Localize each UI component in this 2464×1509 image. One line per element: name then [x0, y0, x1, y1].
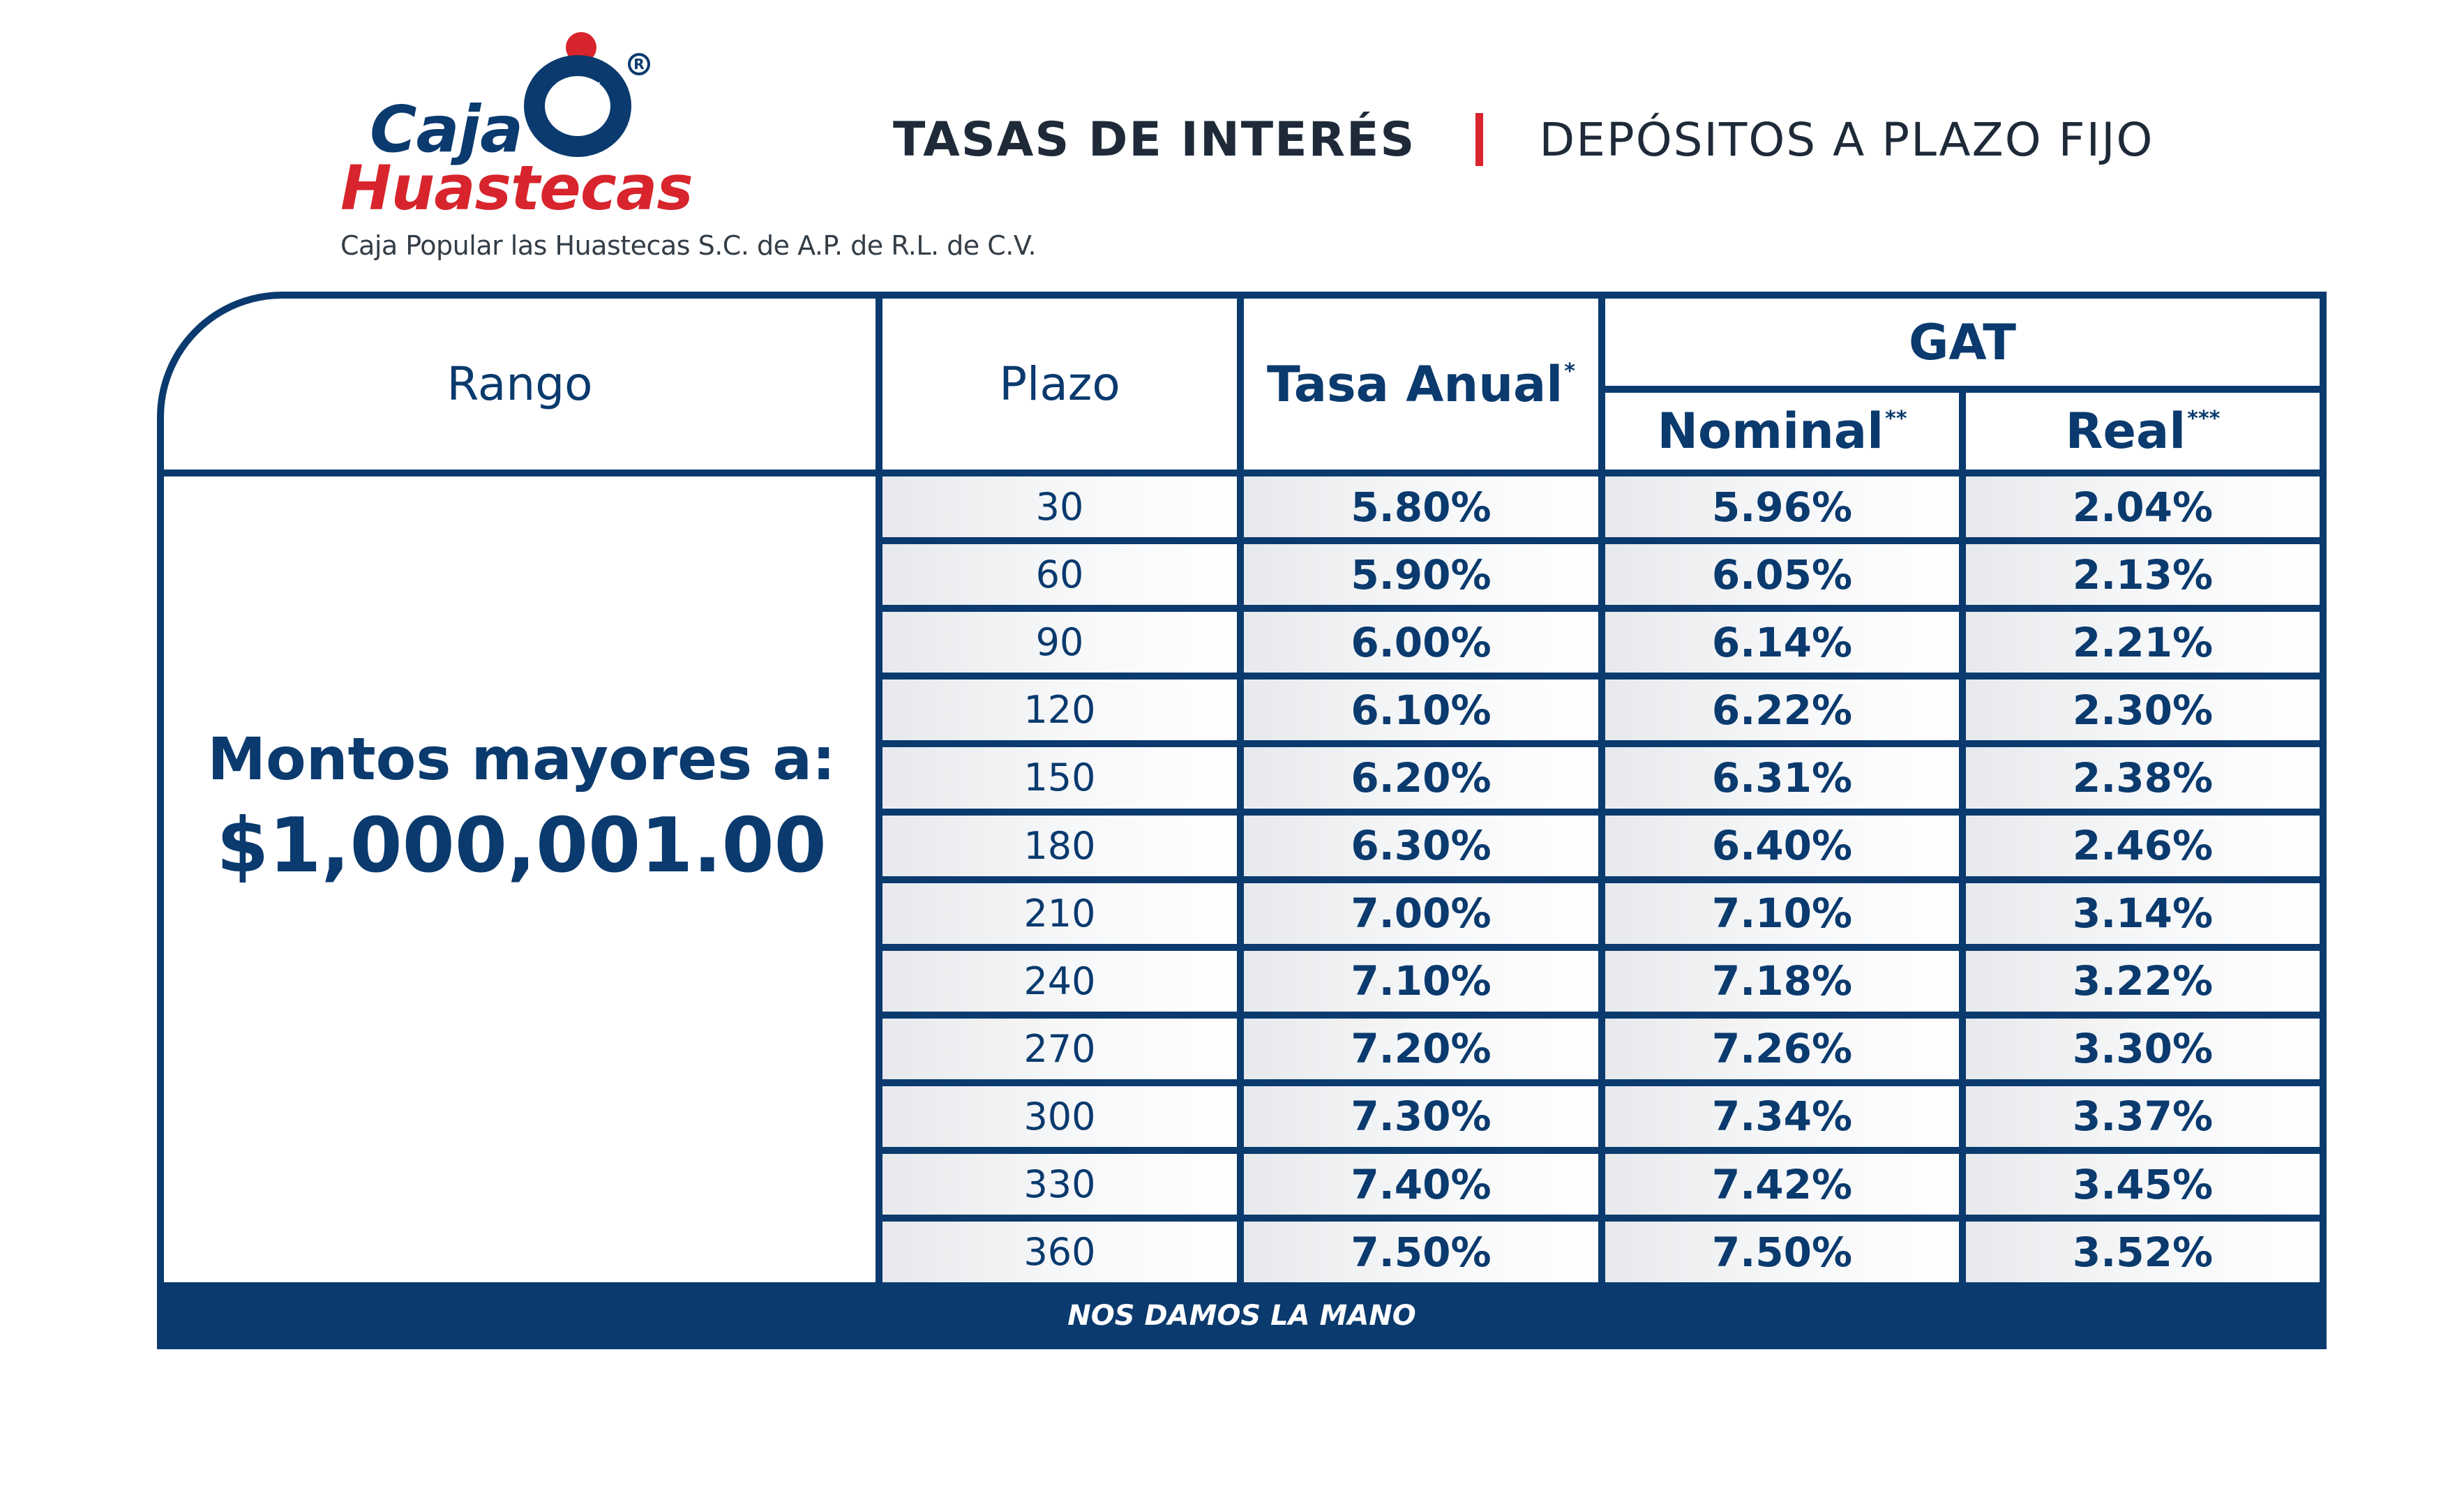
- svg-text:R: R: [633, 56, 644, 73]
- cell-plazo: 270: [882, 1018, 1237, 1079]
- cell-gat-nominal: 7.50%: [1605, 1222, 1959, 1283]
- page-header: TASAS DE INTERÉS DEPÓSITOS A PLAZO FIJO: [893, 105, 2154, 174]
- cell-plazo: 360: [882, 1222, 1237, 1283]
- cell-tasa-anual: 6.30%: [1244, 815, 1598, 876]
- cell-plazo: 150: [882, 747, 1237, 809]
- cell-gat-nominal: 7.10%: [1605, 883, 1959, 944]
- grid-line-row-separator: [876, 673, 2320, 680]
- page-title: TASAS DE INTERÉS: [893, 112, 1416, 167]
- grid-line-nominal-right: [1959, 386, 1966, 1289]
- cell-plazo: 330: [882, 1154, 1237, 1215]
- header-gat-nominal: Nominal **: [1657, 403, 1907, 460]
- cell-gat-nominal: 6.22%: [1605, 680, 1959, 741]
- cell-tasa-anual: 5.80%: [1244, 476, 1598, 538]
- grid-line-row-separator: [876, 537, 2320, 545]
- grid-line-header-bottom: [164, 470, 2320, 476]
- cell-tasa-anual: 7.10%: [1244, 950, 1598, 1012]
- cell-tasa-anual: 7.40%: [1244, 1154, 1598, 1215]
- rango-cell: Montos mayores a: $1,000,001.00: [164, 717, 879, 892]
- grid-line-plazo-right: [1237, 299, 1244, 1289]
- cell-tasa-anual: 6.10%: [1244, 680, 1598, 741]
- cell-gat-real: 3.37%: [1966, 1086, 2320, 1147]
- cell-plazo: 60: [882, 544, 1237, 606]
- rango-label: Montos mayores a:: [207, 725, 836, 793]
- page-subtitle: DEPÓSITOS A PLAZO FIJO: [1539, 112, 2154, 167]
- tasa-anual-footnote-mark: *: [1564, 359, 1575, 384]
- cell-gat-real: 2.38%: [1966, 747, 2320, 809]
- cell-tasa-anual: 5.90%: [1244, 544, 1598, 606]
- grid-line-gat-bottom: [1598, 386, 2320, 393]
- rango-amount: $1,000,001.00: [216, 802, 827, 889]
- cell-gat-real: 3.30%: [1966, 1018, 2320, 1079]
- cell-gat-nominal: 6.31%: [1605, 747, 1959, 809]
- cell-plazo: 300: [882, 1086, 1237, 1147]
- cell-tasa-anual: 6.00%: [1244, 612, 1598, 673]
- grid-line-tasa-right: [1598, 299, 1605, 1289]
- cell-gat-real: 3.14%: [1966, 883, 2320, 944]
- header-rango: Rango: [446, 357, 593, 411]
- cell-plazo: 210: [882, 883, 1237, 944]
- cell-gat-nominal: 7.42%: [1605, 1154, 1959, 1215]
- cell-gat-nominal: 5.96%: [1605, 476, 1959, 538]
- header-gat: GAT: [1909, 313, 2016, 371]
- cell-plazo: 240: [882, 950, 1237, 1012]
- grid-line-row-separator: [876, 943, 2320, 951]
- cell-gat-nominal: 7.26%: [1605, 1018, 1959, 1079]
- grid-line-row-separator: [876, 1011, 2320, 1019]
- rates-table: Rango Plazo Tasa Anual * GAT Nominal ** Re…: [157, 292, 2327, 1349]
- cell-gat-real: 3.22%: [1966, 950, 2320, 1012]
- cell-gat-nominal: 7.18%: [1605, 950, 1959, 1012]
- cell-gat-real: 2.30%: [1966, 680, 2320, 741]
- header-gat-real: Real ***: [2065, 403, 2221, 460]
- cell-tasa-anual: 7.20%: [1244, 1018, 1598, 1079]
- header-tasa-anual: Tasa Anual *: [1266, 355, 1575, 413]
- logo-word-caja: Caja: [370, 92, 523, 167]
- cell-gat-real: 2.13%: [1966, 544, 2320, 606]
- grid-line-row-separator: [876, 876, 2320, 883]
- grid-line-row-separator: [876, 1079, 2320, 1086]
- cell-gat-real: 2.04%: [1966, 476, 2320, 538]
- cell-tasa-anual: 6.20%: [1244, 747, 1598, 809]
- brand-logo: R Caja Huastecas Caja Popular las Huaste…: [340, 28, 1108, 265]
- grid-line-row-separator: [876, 1147, 2320, 1154]
- cell-gat-nominal: 6.05%: [1605, 544, 1959, 606]
- title-divider: [1475, 113, 1484, 166]
- logo-legal-name: Caja Popular las Huastecas S.C. de A.P. …: [340, 230, 1037, 261]
- cell-plazo: 180: [882, 815, 1237, 876]
- footer-slogan: NOS DAMOS LA MANO: [1067, 1300, 1416, 1332]
- cell-plazo: 120: [882, 680, 1237, 741]
- cell-gat-real: 3.52%: [1966, 1222, 2320, 1283]
- cell-gat-nominal: 6.40%: [1605, 815, 1959, 876]
- cell-gat-nominal: 6.14%: [1605, 612, 1959, 673]
- grid-line-row-separator: [876, 1215, 2320, 1222]
- cell-tasa-anual: 7.50%: [1244, 1222, 1598, 1283]
- cell-plazo: 90: [882, 612, 1237, 673]
- grid-line-row-separator: [876, 605, 2320, 613]
- cell-tasa-anual: 7.30%: [1244, 1086, 1598, 1147]
- cell-gat-real: 2.46%: [1966, 815, 2320, 876]
- nominal-footnote-mark: **: [1885, 406, 1907, 431]
- cell-tasa-anual: 7.00%: [1244, 883, 1598, 944]
- grid-line-row-separator: [876, 740, 2320, 748]
- footer-band: NOS DAMOS LA MANO: [157, 1282, 2327, 1349]
- caja-huastecas-logo-mark-icon: R: [524, 32, 650, 157]
- grid-line-row-separator: [876, 808, 2320, 816]
- cell-gat-nominal: 7.34%: [1605, 1086, 1959, 1147]
- cell-gat-real: 3.45%: [1966, 1154, 2320, 1215]
- logo-word-huastecas: Huastecas: [340, 152, 693, 224]
- cell-plazo: 30: [882, 476, 1237, 538]
- grid-line-rango-right: [876, 299, 882, 1342]
- cell-gat-real: 2.21%: [1966, 612, 2320, 673]
- real-footnote-mark: ***: [2187, 406, 2221, 431]
- header-plazo: Plazo: [999, 357, 1120, 411]
